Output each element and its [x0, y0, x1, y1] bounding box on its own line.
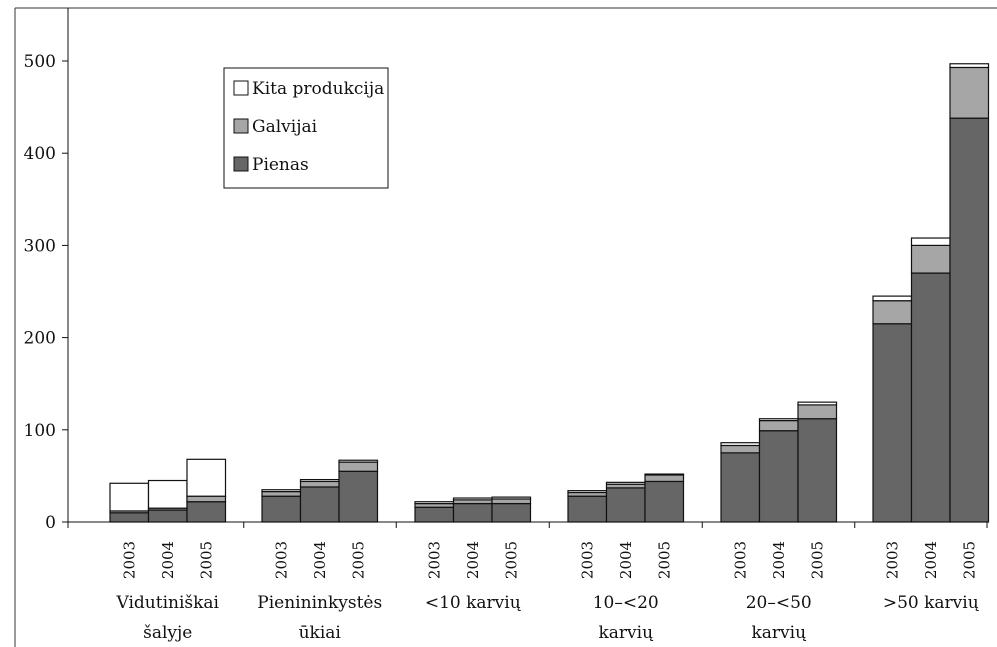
bar-segment-pienas [261, 495, 302, 523]
year-label: 2003 [883, 541, 901, 579]
year-label: 2003 [425, 541, 443, 579]
bar-segment-galvijai [949, 66, 990, 119]
bar-segment-pienas [758, 430, 799, 523]
bar-segment-pienas [299, 486, 340, 523]
year-label: 2004 [617, 541, 635, 579]
bar-segment-galvijai [644, 474, 685, 483]
bar-segment-kita-produkcija [567, 490, 608, 494]
year-label: 2005 [502, 541, 520, 579]
bar-segment-pienas [109, 512, 150, 523]
legend-label: Pienas [252, 155, 309, 175]
bar-segment-pienas [605, 487, 646, 523]
legend-swatch [233, 156, 249, 172]
year-label: 2003 [578, 541, 596, 579]
bar-segment-pienas [186, 501, 227, 523]
year-label: 2004 [770, 541, 788, 579]
year-label: 2004 [922, 541, 940, 579]
y-tick-label: 0 [45, 513, 56, 533]
bar-segment-galvijai [758, 419, 799, 432]
bar-segment-kita-produkcija [720, 442, 761, 447]
legend-swatch [233, 118, 249, 134]
group-label: karvių [751, 623, 806, 643]
bar-segment-kita-produkcija [949, 63, 990, 69]
y-tick-label: 400 [24, 144, 56, 164]
bar-segment-kita-produkcija [872, 295, 913, 302]
group-label: Pienininkystės [257, 593, 382, 613]
y-tick-label: 500 [24, 52, 56, 72]
bar-segment-kita-produkcija [797, 401, 838, 406]
legend-box [223, 67, 389, 189]
year-label: 2005 [808, 541, 826, 579]
year-label: 2004 [464, 541, 482, 579]
bar-segment-galvijai [338, 461, 379, 472]
year-label: 2004 [159, 541, 177, 579]
year-label: 2005 [197, 541, 215, 579]
legend-label: Kita produkcija [252, 79, 384, 99]
bar-segment-galvijai [261, 490, 302, 497]
bar-segment-pienas [949, 117, 990, 523]
bar-segment-pienas [491, 502, 532, 523]
bar-segment-kita-produkcija [758, 418, 799, 422]
bar-segment-galvijai [797, 404, 838, 420]
bar-segment-kita-produkcija [186, 458, 227, 497]
group-label: Vidutiniškai [116, 593, 220, 613]
bar-segment-kita-produkcija [109, 482, 150, 512]
y-tick-label: 300 [24, 236, 56, 256]
bar-segment-galvijai [720, 444, 761, 454]
bars [109, 63, 990, 523]
bar-segment-kita-produkcija [338, 459, 379, 463]
bar-segment-kita-produkcija [147, 479, 188, 509]
labels: 2003 2004 2005 Vidutiniškai šalyje 2003 2004 20… [116, 541, 979, 643]
bar-segment-pienas [872, 323, 913, 523]
group-label: >50 karvių [883, 593, 979, 613]
bar-segment-galvijai [186, 495, 227, 503]
group-label: karvių [598, 623, 653, 643]
year-label: 2005 [655, 541, 673, 579]
year-label: 2003 [731, 541, 749, 579]
bar-segment-pienas [910, 272, 951, 523]
bar-segment-kita-produkcija [299, 478, 340, 483]
bar-segment-galvijai [910, 244, 951, 274]
bar-segment-pienas [644, 480, 685, 523]
bar-segment-pienas [147, 509, 188, 523]
y-tick-label: 100 [24, 421, 56, 441]
legend-swatch [233, 80, 249, 96]
bar-segment-pienas [338, 470, 379, 523]
y-tick-label: 200 [24, 329, 56, 349]
bar-segment-pienas [452, 502, 493, 523]
year-label: 2005 [349, 541, 367, 579]
group-label: 10–<20 [593, 593, 659, 613]
year-label: 2003 [272, 541, 290, 579]
bar-segment-kita-produkcija [644, 473, 685, 476]
year-label: 2003 [120, 541, 138, 579]
legend-label: Galvijai [252, 117, 318, 137]
bar-segment-kita-produkcija [261, 489, 302, 493]
bar-segment-pienas [567, 495, 608, 523]
bar-segment-kita-produkcija [605, 481, 646, 485]
bar-segment-galvijai [872, 300, 913, 325]
bar-segment-kita-produkcija [491, 496, 532, 500]
bar-segment-kita-produkcija [910, 237, 951, 247]
bar-segment-galvijai [299, 480, 340, 488]
bar-segment-pienas [797, 418, 838, 523]
bar-segment-galvijai [491, 498, 532, 505]
legend: Kita produkcija Galvijai Pienas [223, 67, 389, 189]
bar-segment-kita-produkcija [414, 501, 455, 505]
bar-segment-kita-produkcija [452, 497, 493, 501]
bar-segment-pienas [414, 506, 455, 523]
bar-segment-pienas [720, 452, 761, 523]
year-label: 2004 [311, 541, 329, 579]
group-label: šalyje [143, 623, 192, 643]
group-label: <10 karvių [425, 593, 521, 613]
group-label: ūkiai [299, 623, 342, 643]
year-label: 2005 [960, 541, 978, 579]
group-label: 20–<50 [746, 593, 812, 613]
